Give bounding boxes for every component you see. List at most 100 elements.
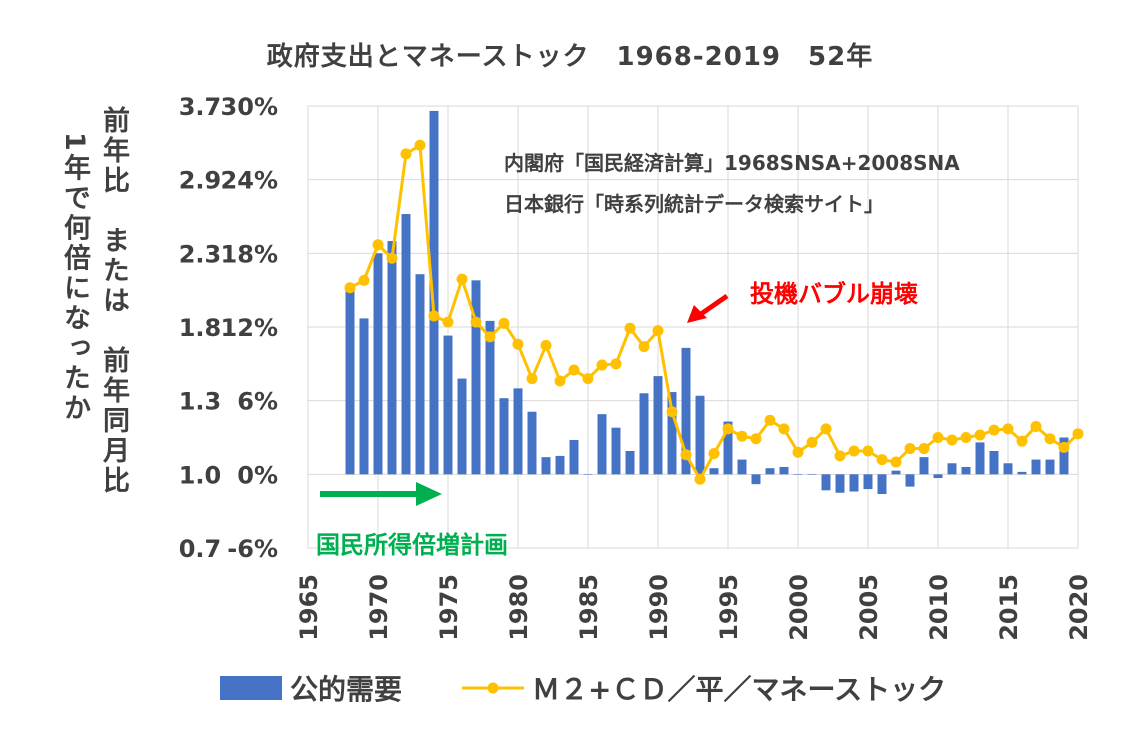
bar-public-demand: [1031, 459, 1041, 475]
bar-public-demand: [681, 347, 691, 475]
point-money-stock: [974, 429, 986, 441]
y-tick-percent: 30%: [221, 93, 278, 121]
bar-public-demand: [667, 392, 677, 475]
chart-title: 政府支出とマネーストック 1968-2019 52年: [266, 42, 874, 72]
point-money-stock: [624, 322, 636, 334]
bar-public-demand: [1059, 437, 1069, 475]
point-money-stock: [484, 331, 496, 343]
x-tick-label: 2000: [785, 574, 813, 641]
point-money-stock: [1072, 428, 1084, 440]
line-series: [344, 139, 1084, 485]
bar-public-demand: [541, 457, 551, 475]
bar-public-demand: [471, 280, 481, 475]
bar-public-demand: [569, 439, 579, 475]
y-tick-ratio: 3.7: [179, 93, 222, 121]
legend-label-money-stock: Ｍ２+ＣＤ／平／マネーストック: [532, 673, 947, 706]
bar-public-demand: [905, 474, 915, 487]
point-money-stock: [596, 359, 608, 371]
point-money-stock: [400, 148, 412, 160]
bar-public-demand: [359, 318, 369, 475]
bar-public-demand: [653, 376, 663, 475]
annotations: 内閣府「国民経済計算」1968SNSA+2008SNA 日本銀行「時系列統計デー…: [316, 151, 960, 559]
bar-public-demand: [499, 398, 509, 475]
point-money-stock: [568, 364, 580, 376]
bar-public-demand: [695, 395, 705, 475]
point-money-stock: [946, 434, 958, 446]
point-money-stock: [1002, 423, 1014, 435]
legend-item-public-demand: 公的需要: [220, 668, 402, 708]
point-money-stock: [764, 414, 776, 426]
point-money-stock: [638, 341, 650, 353]
point-money-stock: [1030, 420, 1042, 432]
legend-label-public-demand: 公的需要: [290, 673, 403, 706]
bar-public-demand: [485, 320, 495, 475]
point-money-stock: [932, 432, 944, 443]
bar-public-demand: [443, 335, 453, 475]
point-money-stock: [358, 274, 370, 286]
point-money-stock: [1058, 441, 1070, 453]
x-tick-label: 2015: [995, 574, 1023, 641]
y-tick-ratio: 1.3: [179, 388, 222, 416]
point-money-stock: [988, 424, 1000, 436]
point-money-stock: [750, 433, 762, 445]
bar-public-demand: [807, 474, 817, 475]
point-money-stock: [666, 406, 678, 418]
x-tick-label: 2005: [855, 574, 883, 641]
bar-public-demand: [849, 474, 859, 492]
legend: 公的需要 Ｍ２+ＣＤ／平／マネーストック: [220, 668, 1006, 708]
bar-public-demand: [765, 468, 775, 475]
bar-public-demand: [737, 459, 747, 475]
x-tick-label: 1995: [715, 574, 743, 641]
bar-public-demand: [597, 414, 607, 475]
x-tick-label: 1980: [505, 574, 533, 641]
bar-public-demand: [583, 474, 593, 475]
point-money-stock: [652, 325, 664, 337]
y-tick-percent: 18%: [221, 240, 278, 268]
bar-public-demand: [1045, 459, 1055, 475]
bar-public-demand: [947, 463, 957, 475]
point-money-stock: [442, 316, 454, 328]
x-tick-label: 1985: [575, 574, 603, 641]
point-money-stock: [540, 339, 552, 351]
income-plan-annotation: 国民所得倍増計画: [316, 531, 508, 559]
bar-public-demand: [611, 427, 621, 475]
bar-public-demand: [989, 451, 999, 475]
point-money-stock: [722, 423, 734, 435]
point-money-stock: [736, 430, 748, 442]
y-tick-percent: -6%: [227, 535, 278, 563]
bar-public-demand: [639, 393, 649, 475]
bar-public-demand: [709, 468, 719, 475]
y-tick-percent: 12%: [221, 314, 278, 342]
point-money-stock: [386, 252, 398, 264]
y-tick-ratio: 1.8: [179, 314, 222, 342]
point-money-stock: [512, 338, 524, 350]
bar-public-demand: [961, 466, 971, 475]
bar-public-demand: [401, 214, 411, 475]
point-money-stock: [848, 445, 860, 457]
x-tick-label: 2010: [925, 574, 953, 641]
point-money-stock: [582, 373, 594, 385]
source-note-boj: 日本銀行「時系列統計データ検索サイト」: [504, 192, 884, 216]
y-tick-percent: 6%: [237, 388, 278, 416]
bar-public-demand: [429, 110, 439, 475]
bar-public-demand: [933, 474, 943, 479]
bar-public-demand: [1017, 471, 1027, 475]
bar-public-demand: [345, 290, 355, 475]
y-tick-ratio: 2.3: [179, 240, 222, 268]
point-money-stock: [904, 443, 916, 455]
point-money-stock: [918, 443, 930, 455]
point-money-stock: [498, 317, 510, 329]
bar-public-demand: [1003, 463, 1013, 475]
point-money-stock: [428, 310, 440, 322]
point-money-stock: [890, 456, 902, 468]
tick-labels: 0.7 -6% 1.0 0% 1.3 6% 1.8 12% 2.3 18% 2.9 24% 3.7 30%…: [179, 93, 1093, 641]
bar-public-demand: [723, 421, 733, 475]
point-money-stock: [680, 449, 692, 461]
y-axis-label-ratio: 1年で何倍になったか: [59, 132, 90, 424]
bar-public-demand: [625, 451, 635, 475]
legend-item-money-stock: Ｍ２+ＣＤ／平／マネーストック: [462, 668, 946, 708]
y-axis-label-percent: 前年比 または 前年同月比: [98, 106, 129, 496]
bubble-annotation: 投機バブル崩壊: [750, 280, 918, 308]
point-money-stock: [694, 473, 706, 485]
bar-public-demand: [821, 474, 831, 491]
